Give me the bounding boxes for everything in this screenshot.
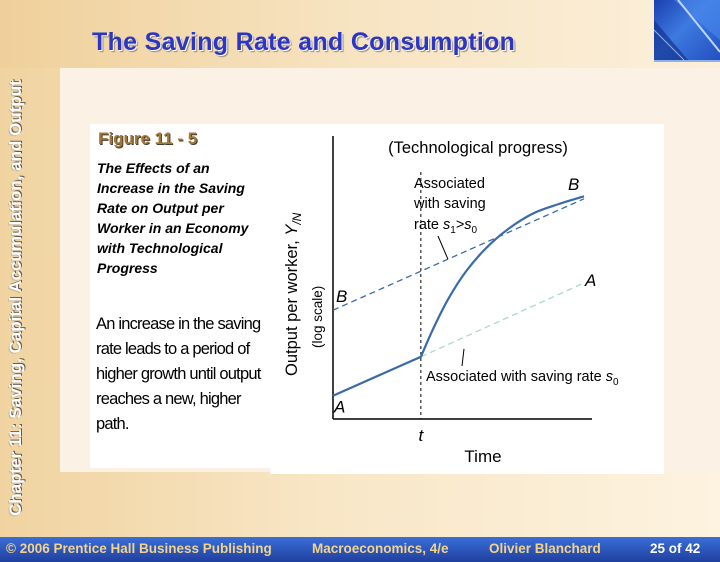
annotation-high-rate-prefix: rate	[414, 217, 443, 233]
y-axis-label-main: Output per worker,	[283, 236, 301, 376]
chart-plot-layer: (Technological progress) Time t Output p…	[283, 136, 619, 466]
y-axis-label-var: Y	[283, 224, 301, 236]
annotation-pointer-high	[437, 235, 449, 260]
annotation-high-gt: >	[456, 217, 464, 233]
text-panel	[90, 124, 270, 468]
annotation-high-line1: Associated	[414, 176, 485, 192]
annotation-high-s0-sub: 0	[472, 225, 478, 236]
annotation-low-sub: 0	[613, 377, 619, 388]
figure-label: Figure 11 - 5	[98, 129, 198, 148]
solid-output-path	[332, 195, 585, 397]
figure-description: An increase in the saving rate leads to …	[96, 315, 261, 433]
x-axis-label: Time	[464, 447, 501, 466]
title-band	[0, 0, 720, 68]
footer-book-title: Macroeconomics, 4/e	[312, 541, 449, 556]
label-A-start: A	[333, 398, 345, 417]
footer-author: Olivier Blanchard	[489, 541, 601, 556]
annotation-high-s0: s	[464, 217, 471, 233]
label-B-start: B	[336, 287, 347, 306]
corner-logo-graphic	[654, 0, 720, 60]
y-axis-label-sub: /N	[290, 212, 304, 225]
label-A-end: A	[584, 271, 596, 290]
annotation-low-text: Associated with saving rate	[426, 369, 606, 385]
dashed-path-A	[420, 282, 585, 358]
annotation-high-s1: s	[443, 217, 450, 233]
figure-caption: The Effects of an Increase in the Saving…	[97, 160, 249, 276]
x-tick-label-t: t	[418, 426, 424, 445]
annotation-high-line3: rate s1>s0	[414, 217, 478, 236]
footer-copyright: © 2006 Prentice Hall Business Publishing	[6, 541, 272, 556]
annotation-low-s: s	[606, 369, 613, 385]
chart-title: (Technological progress)	[388, 139, 568, 157]
y-axis-label: Output per worker, Y/N	[283, 212, 304, 376]
slide-title: The Saving Rate and Consumption	[92, 28, 516, 56]
y-axis-scale-note: (log scale)	[310, 286, 325, 348]
label-B-end: B	[568, 175, 579, 194]
corner-logo	[654, 0, 720, 62]
dashed-path-B	[332, 198, 585, 311]
annotation-high-line2: with saving	[413, 196, 486, 212]
annotation-pointer-low	[461, 348, 465, 367]
annotation-high-s1-sub: 1	[450, 225, 456, 236]
chart-panel	[270, 124, 664, 474]
footer-page-number: 25 of 42	[650, 541, 701, 556]
annotation-low: Associated with saving rate s0	[426, 369, 619, 388]
footer-bar	[0, 537, 720, 562]
